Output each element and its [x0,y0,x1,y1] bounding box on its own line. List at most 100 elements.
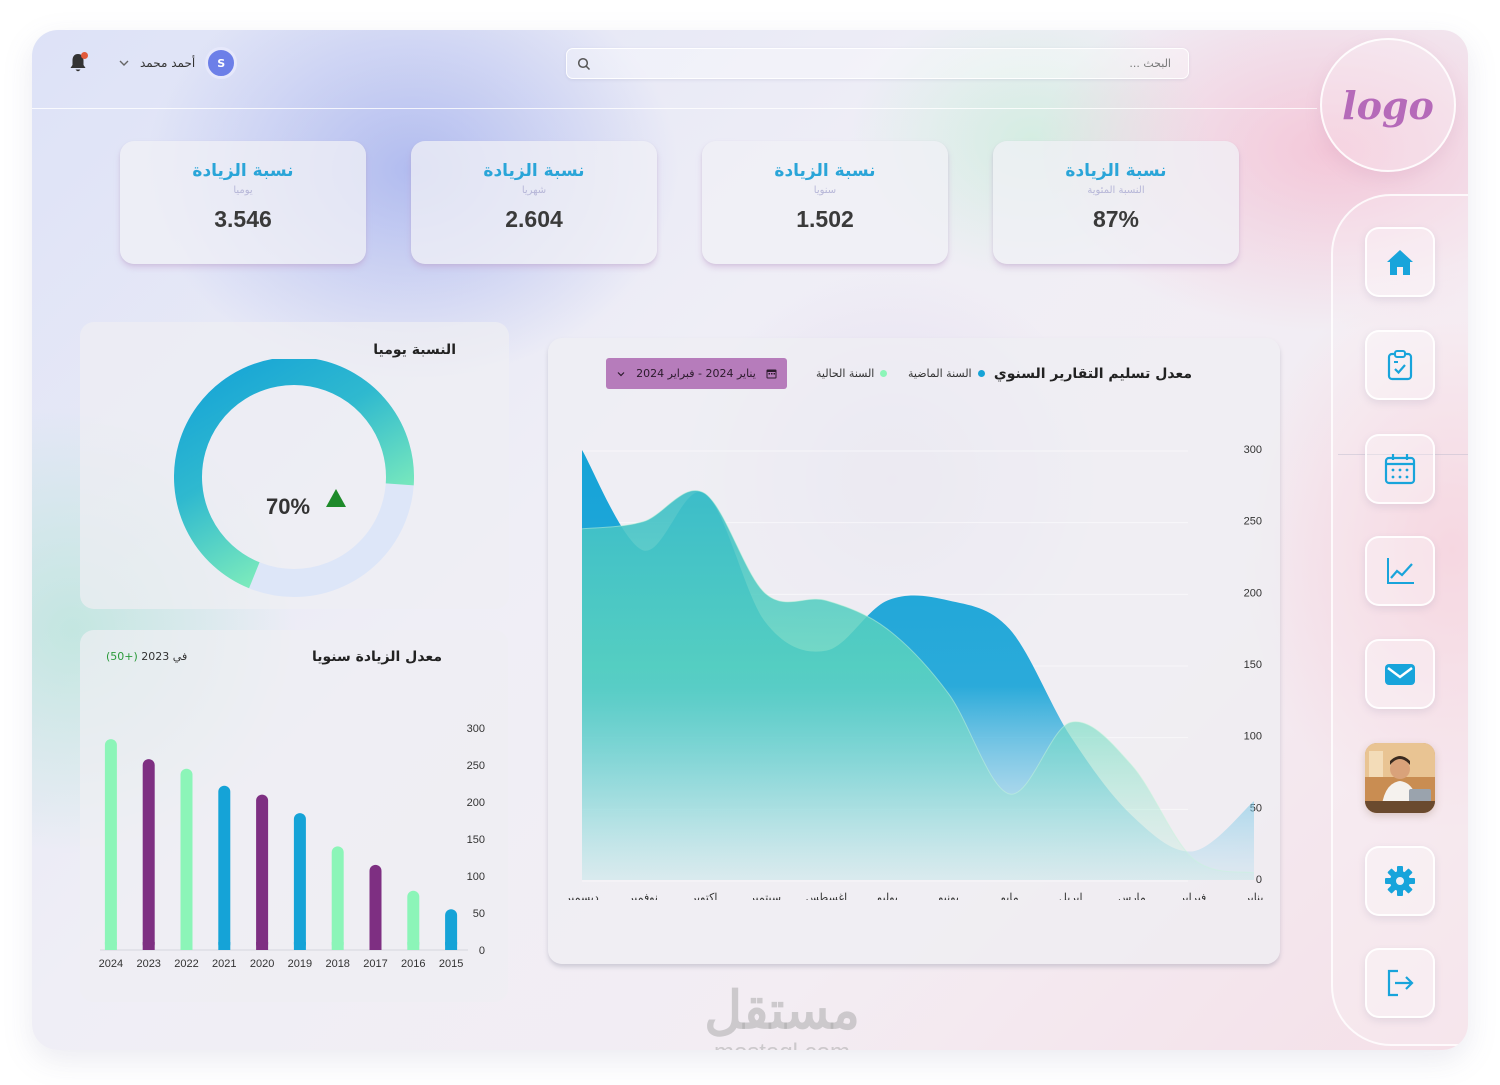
date-range-picker[interactable]: يناير 2024 - فبراير 2024 [606,358,787,389]
area-x-label: نوفمبر [627,892,658,900]
svg-text:mostaql.com: mostaql.com [714,1039,850,1050]
profile-photo[interactable] [1365,743,1435,813]
stat-title: نسبة الزيادة [483,161,585,181]
bar-x-label: 2016 [401,958,425,970]
bar-x-label: 2022 [174,958,198,970]
bar-x-label: 2019 [288,958,312,970]
stat-title: نسبة الزيادة [1065,161,1167,181]
notification-bell-icon[interactable] [68,52,88,74]
bar-x-label: 2021 [212,958,236,970]
bar-2016 [407,890,420,950]
area-x-label: فبراير [1178,892,1206,900]
bar-base-2015 [445,942,458,950]
search-input[interactable] [601,49,1171,78]
bar-y-tick: 250 [467,760,485,772]
yearly-area-chart: 050100150200250300ينايرفبرايرمارسابريلما… [564,444,1264,900]
area-y-tick: 300 [1244,444,1262,456]
area-y-tick: 100 [1244,731,1262,743]
bar-y-tick: 0 [479,945,485,957]
date-range-label: يناير 2024 - فبراير 2024 [636,367,756,380]
bar-base-2019 [293,942,306,950]
bar-2021 [218,785,231,950]
legend-current-year: السنة الحالية [816,367,888,380]
bar-x-label: 2023 [136,958,160,970]
user-menu[interactable]: أحمد محمد S [118,47,238,79]
area-x-label: يونيو [937,892,959,900]
chevron-down-icon [617,371,625,376]
bar-base-2022 [180,942,193,950]
bar-x-label: 2015 [439,958,463,970]
home-icon [1387,250,1413,275]
up-triangle-icon [326,489,346,507]
bar-y-tick: 300 [467,723,485,735]
bar-panel-title: معدل الزيادة سنويا [311,649,442,665]
area-x-label: يوليو [876,892,898,900]
area-series-current-year-edge [581,490,1255,874]
yearly-bar-chart: 0 50 100 150 200 250 300 2015 2016 2017 2018 2019 20… [99,723,485,970]
bar-x-label: 2020 [250,958,274,970]
area-x-label: ابريل [1059,892,1083,900]
area-x-label: مارس [1118,892,1146,900]
bar-2017 [369,864,382,950]
nav-settings-button[interactable] [1365,846,1435,916]
area-x-label: سبتمبر [748,892,781,900]
user-avatar[interactable]: S [205,47,238,79]
sidebar-divider [1338,454,1468,455]
stat-subtitle: سنويا [813,185,837,196]
bar-x-label: 2017 [363,958,387,970]
area-y-tick: 200 [1244,587,1262,599]
bar-y-tick: 50 [473,908,485,920]
search-icon[interactable] [577,57,591,71]
nav-calendar-button[interactable] [1365,434,1435,504]
nav-logout-button[interactable] [1365,948,1435,1018]
bar-x-label: 2018 [325,958,349,970]
stat-card-yearly: نسبة الزيادة سنويا 1.502 [702,141,948,264]
donut-chart: 70% [174,359,414,597]
bar-panel-note: (50+) في 2023 [106,650,187,663]
area-x-label: يناير [1244,892,1264,900]
bar-2020 [256,794,269,950]
calendar-icon [1384,454,1416,485]
stat-value: 2.604 [505,206,563,232]
bar-2024 [104,739,117,950]
area-x-label: اغسطس [806,892,848,900]
stat-value: 1.502 [796,206,854,232]
bar-base-2024 [104,942,117,950]
line-chart-icon [1387,558,1414,584]
stat-subtitle: النسبة المئوية [1087,185,1145,196]
sidebar [1331,194,1468,1046]
legend-dot-blue [977,370,985,377]
bar-base-2020 [256,942,269,950]
bar-base-2021 [218,942,231,950]
nav-messages-button[interactable] [1365,639,1435,709]
bar-base-2023 [142,942,155,950]
nav-home-button[interactable] [1365,227,1435,297]
stat-value: 87% [1092,206,1140,232]
stat-title: نسبة الزيادة [192,161,294,181]
clipboard-icon [1387,350,1413,381]
donut-value-label: 70% [266,494,310,519]
nav-tasks-button[interactable] [1365,330,1435,400]
area-y-tick: 250 [1244,516,1262,528]
bar-2023 [142,759,155,950]
legend-last-year: السنة الماضية [908,367,985,380]
app-window: أحمد محمد S logo [32,30,1468,1050]
logout-icon [1387,969,1414,997]
calendar-icon [766,369,777,379]
area-panel-title: معدل تسليم التقارير السنوي [993,366,1192,382]
legend-current-year-label: السنة الحالية [816,367,875,380]
bar-x-label: 2024 [99,958,123,970]
svg-text:مستقل: مستقل [704,982,860,1040]
chevron-down-icon [119,60,129,66]
bar-y-tick: 150 [467,834,485,846]
stat-card-monthly: نسبة الزيادة شهريا 2.604 [411,141,657,264]
logo[interactable]: logo [1320,38,1456,172]
mail-icon [1385,664,1415,685]
area-x-label: مايو [1000,892,1019,900]
bar-2018 [331,846,344,950]
nav-analytics-button[interactable] [1365,536,1435,606]
donut-title: النسبة يوميا [373,342,456,358]
bar-note-text: في 2023 [137,650,188,663]
user-name: أحمد محمد [140,56,196,70]
bar-2015 [445,909,458,950]
